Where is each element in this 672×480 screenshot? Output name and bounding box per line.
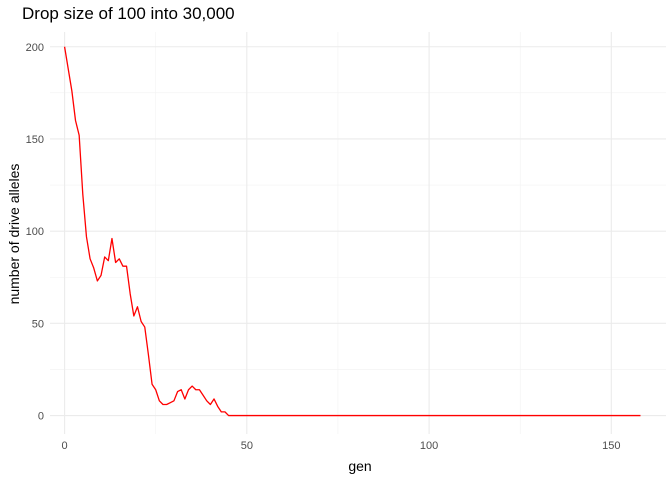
y-axis-title: number of drive alleles	[6, 164, 22, 305]
x-tick-label: 50	[241, 440, 253, 452]
grid-minor-lines	[50, 32, 666, 434]
series-layer	[63, 46, 641, 417]
y-tick-label: 150	[26, 134, 44, 146]
x-tick-labels: 0 50 100 150	[62, 440, 621, 452]
series-line	[63, 46, 641, 417]
grid-major-lines	[50, 32, 666, 434]
x-tick-label: 100	[420, 440, 438, 452]
y-tick-label: 0	[38, 411, 44, 423]
x-tick-label: 0	[62, 440, 68, 452]
x-axis-title: gen	[348, 458, 371, 474]
x-tick-label: 150	[602, 440, 620, 452]
y-tick-label: 100	[26, 226, 44, 238]
y-tick-label: 50	[32, 318, 44, 330]
y-tick-label: 200	[26, 42, 44, 54]
chart-title: Drop size of 100 into 30,000	[22, 4, 235, 23]
y-tick-labels: 0 50 100 150 200	[26, 42, 44, 423]
